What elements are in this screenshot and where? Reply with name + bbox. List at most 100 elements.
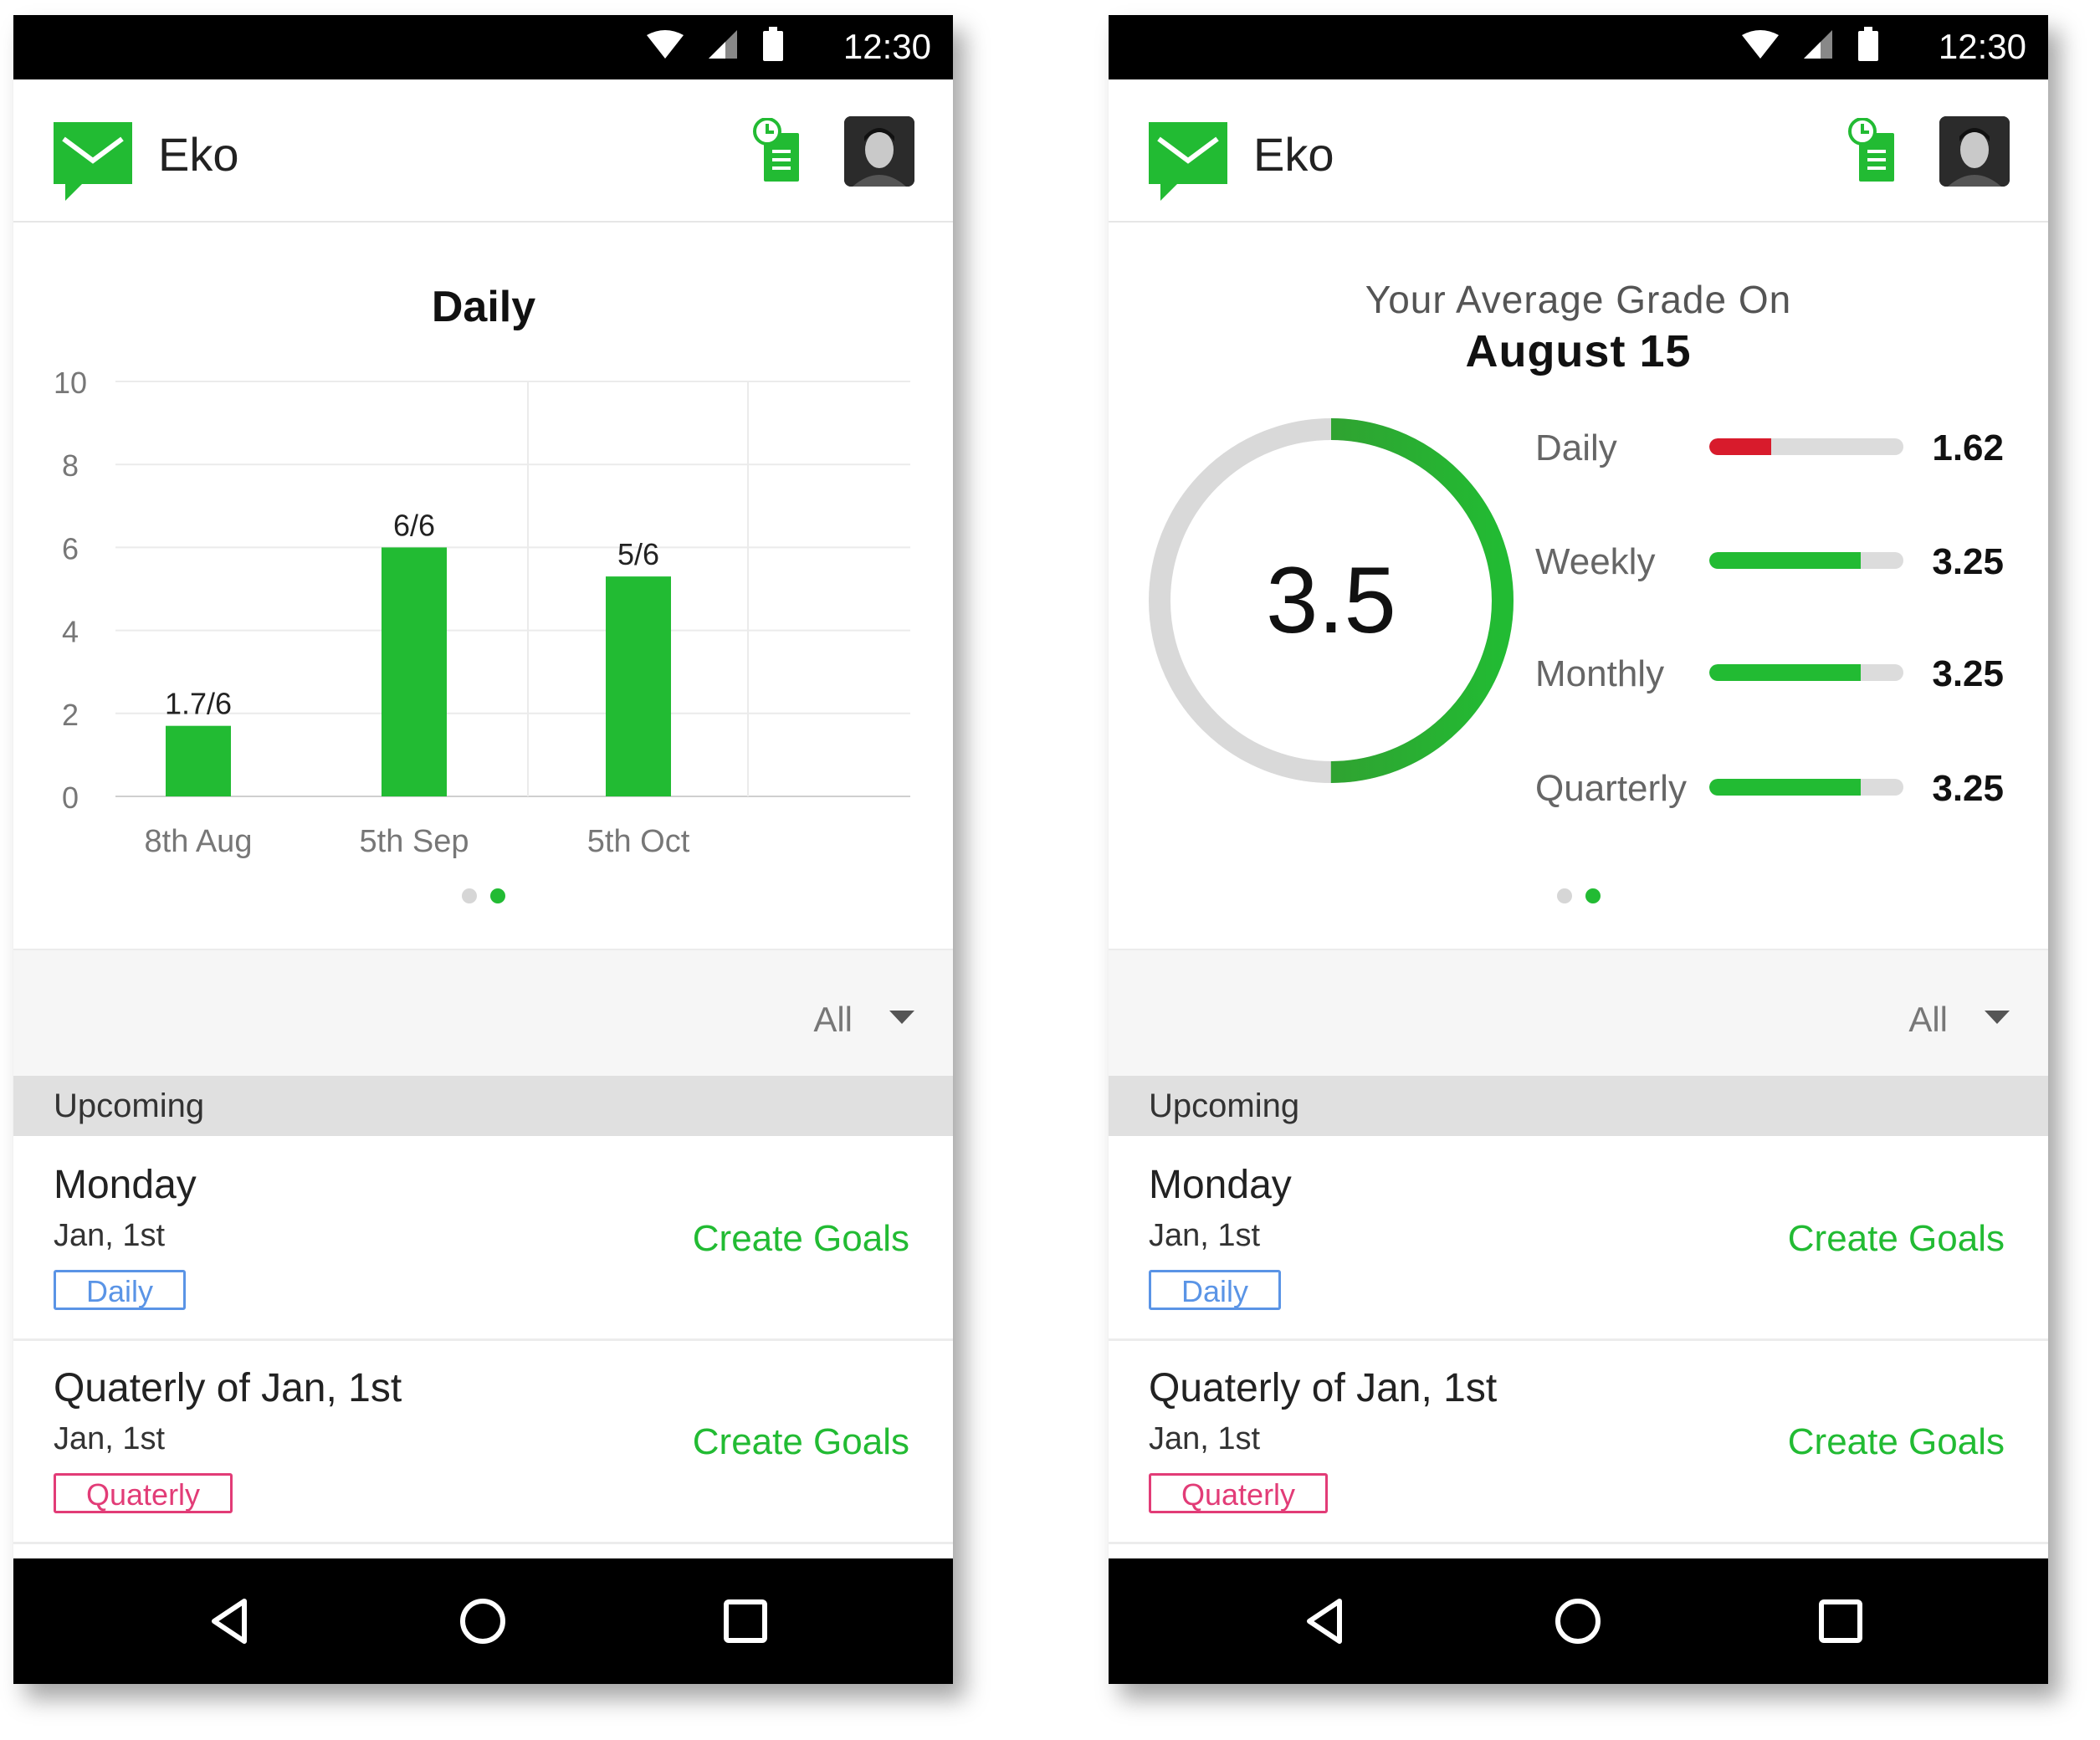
chevron-down-icon[interactable] <box>889 1011 914 1030</box>
list-item: Monday Jan, 1st Daily Create Goals <box>13 1138 953 1341</box>
upcoming-header: Upcoming <box>13 1076 953 1136</box>
page-indicator[interactable] <box>1109 888 2048 905</box>
signal-icon <box>709 30 737 59</box>
grade-bar-track <box>1709 438 1903 455</box>
home-icon[interactable] <box>1553 1596 1603 1646</box>
period-tag: Quaterly <box>54 1473 233 1513</box>
nav-bar <box>1109 1558 2048 1684</box>
chart-card: Daily 0 2 4 6 8 10 1.7/6 6/6 5/6 8th Aug 5th Sep… <box>13 223 953 950</box>
grade-row-quarterly: Quarterly 3.25 <box>1535 762 2004 812</box>
y-tick-label: 4 <box>62 615 79 649</box>
grade-row-value: 3.25 <box>1932 541 2004 582</box>
item-date: Jan, 1st <box>1149 1218 1261 1253</box>
nav-bar <box>13 1558 953 1684</box>
y-tick-label: 10 <box>54 366 87 400</box>
period-tag: Quaterly <box>1149 1473 1329 1513</box>
grade-row-value: 3.25 <box>1932 653 2004 694</box>
list-item: Monday Jan, 1st Daily Create Goals <box>1109 1138 2048 1341</box>
recents-icon[interactable] <box>720 1596 771 1646</box>
page-dot-active[interactable] <box>1585 888 1601 903</box>
chevron-down-icon[interactable] <box>1985 1011 2010 1030</box>
battery-icon <box>1858 27 1878 61</box>
item-date: Jan, 1st <box>54 1218 166 1253</box>
grade-bar-fill <box>1709 438 1772 455</box>
grade-row-value: 3.25 <box>1932 768 2004 809</box>
wifi-icon <box>647 30 684 59</box>
filter-dropdown[interactable]: All <box>1908 1000 1948 1039</box>
grade-bar-track <box>1709 552 1903 569</box>
ring-progress <box>1149 418 1514 783</box>
avatar[interactable] <box>1939 116 2010 187</box>
phone-screen-chart: 12:30 Eko <box>13 15 953 1684</box>
status-time: 12:30 <box>1938 27 2026 66</box>
grade-bar-track <box>1709 779 1903 796</box>
x-tick-label: 5th Oct <box>587 824 690 859</box>
message-logo-icon <box>1149 122 1227 205</box>
page-dot-active[interactable] <box>489 888 505 903</box>
period-tag: Daily <box>54 1270 187 1310</box>
item-title: Quaterly of Jan, 1st <box>54 1366 402 1410</box>
page-dot[interactable] <box>461 888 477 903</box>
back-icon[interactable] <box>206 1596 256 1646</box>
grade-row-weekly: Weekly 3.25 <box>1535 535 2004 586</box>
filter-bar: All <box>13 950 953 1076</box>
grade-row-daily: Daily 1.62 <box>1535 422 2004 472</box>
avatar[interactable] <box>844 116 914 187</box>
y-tick-label: 6 <box>62 531 79 566</box>
average-grade-value: 3.5 <box>1266 548 1396 652</box>
y-tick-label: 2 <box>62 698 79 732</box>
create-goals-button[interactable]: Create Goals <box>1787 1218 2005 1259</box>
notes-clock-icon[interactable] <box>750 117 806 189</box>
grade-heading: Your Average Grade On <box>1365 278 1792 321</box>
wifi-icon <box>1742 30 1779 59</box>
message-logo-icon <box>54 122 132 205</box>
x-tick-label: 5th Sep <box>360 824 469 859</box>
status-bar: 12:30 <box>1109 15 2048 79</box>
grade-card: Your Average Grade On August 15 3.5 Dail… <box>1109 223 2048 950</box>
notes-clock-icon[interactable] <box>1846 117 1901 189</box>
bar[interactable] <box>606 576 671 796</box>
average-grade-ring <box>1149 418 1514 783</box>
y-tick-label: 0 <box>62 780 79 815</box>
section-label: Upcoming <box>54 1088 205 1124</box>
item-date: Jan, 1st <box>1149 1421 1261 1456</box>
recents-icon[interactable] <box>1816 1596 1866 1646</box>
filter-dropdown[interactable]: All <box>813 1000 853 1039</box>
list-item: Quaterly of Jan, 1st Jan, 1st Quaterly C… <box>13 1341 953 1544</box>
grade-row-label: Quarterly <box>1535 768 1687 809</box>
grade-date: August 15 <box>1465 326 1692 376</box>
item-title: Monday <box>54 1163 197 1207</box>
grade-bar-fill <box>1709 552 1861 569</box>
page-indicator[interactable] <box>13 888 953 905</box>
battery-icon <box>763 27 783 61</box>
upcoming-header: Upcoming <box>1109 1076 2048 1136</box>
y-tick-label: 8 <box>62 448 79 483</box>
grade-row-label: Daily <box>1535 427 1617 468</box>
bar[interactable] <box>166 725 231 796</box>
grade-row-label: Monthly <box>1535 653 1665 694</box>
back-icon[interactable] <box>1301 1596 1351 1646</box>
phone-screen-grade: 12:30 Eko <box>1109 15 2048 1684</box>
create-goals-button[interactable]: Create Goals <box>1787 1421 2005 1462</box>
app-bar: Eko <box>1109 79 2048 223</box>
bar[interactable] <box>382 547 447 796</box>
grade-bar-fill <box>1709 664 1861 681</box>
home-icon[interactable] <box>458 1596 508 1646</box>
app-title: Eko <box>158 128 239 181</box>
section-label: Upcoming <box>1149 1088 1300 1124</box>
item-date: Jan, 1st <box>54 1421 166 1456</box>
signal-icon <box>1804 30 1832 59</box>
bar-data-label: 1.7/6 <box>165 687 232 721</box>
item-title: Monday <box>1149 1163 1292 1207</box>
status-time: 12:30 <box>843 27 931 66</box>
daily-bar-chart: Daily 0 2 4 6 8 10 1.7/6 6/6 5/6 8th Aug 5th Sep… <box>54 283 910 859</box>
page-dot[interactable] <box>1556 888 1572 903</box>
grade-bar-track <box>1709 664 1903 681</box>
x-tick-label: 8th Aug <box>145 824 253 859</box>
create-goals-button[interactable]: Create Goals <box>692 1218 909 1259</box>
create-goals-button[interactable]: Create Goals <box>692 1421 909 1462</box>
filter-bar: All <box>1109 950 2048 1076</box>
status-bar: 12:30 <box>13 15 953 79</box>
grade-row-monthly: Monthly 3.25 <box>1535 647 2004 698</box>
grade-row-label: Weekly <box>1535 541 1656 582</box>
